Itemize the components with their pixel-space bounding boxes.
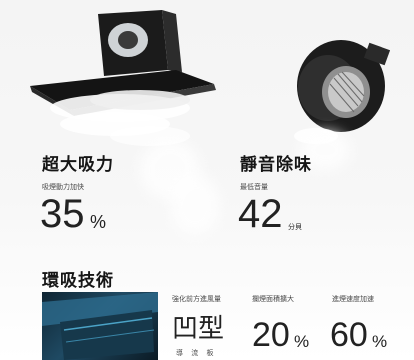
feature-value-concave: 凹型 [172, 314, 225, 344]
suction-value: 35 [40, 192, 85, 236]
vent-panel-photo [42, 292, 158, 360]
section-title-quiet: 靜音除味 [240, 155, 312, 175]
quiet-unit: 分貝 [288, 224, 302, 231]
feature-unit-speed: % [372, 332, 388, 351]
section-title-airflow: 環吸技術 [42, 271, 114, 291]
feature-caption-front-intake: 強化前方進風量 [172, 295, 221, 303]
feature-caption-speed: 進煙速度加速 [332, 295, 374, 303]
feature-unit-area: % [294, 332, 310, 351]
range-hood-icon [30, 10, 216, 146]
feature-subvalue-baffle: 導 流 板 [176, 349, 217, 357]
suction-unit: % [90, 212, 107, 232]
quiet-caption: 最低音量 [240, 183, 268, 191]
suction-caption: 吸煙動力加快 [42, 183, 84, 191]
section-title-suction: 超大吸力 [42, 155, 114, 175]
vent-panel-icon [42, 292, 158, 360]
blower-fan-icon [294, 40, 391, 144]
feature-value-speed: 60 [330, 316, 368, 354]
range-hood-illustration [0, 0, 230, 150]
quiet-value: 42 [238, 192, 283, 236]
blower-motor-illustration [286, 28, 396, 148]
smoke-plume [170, 175, 220, 235]
feature-caption-area: 攔煙面積擴大 [252, 295, 294, 303]
feature-value-area: 20 [252, 316, 290, 354]
smoke-plume [300, 130, 350, 170]
